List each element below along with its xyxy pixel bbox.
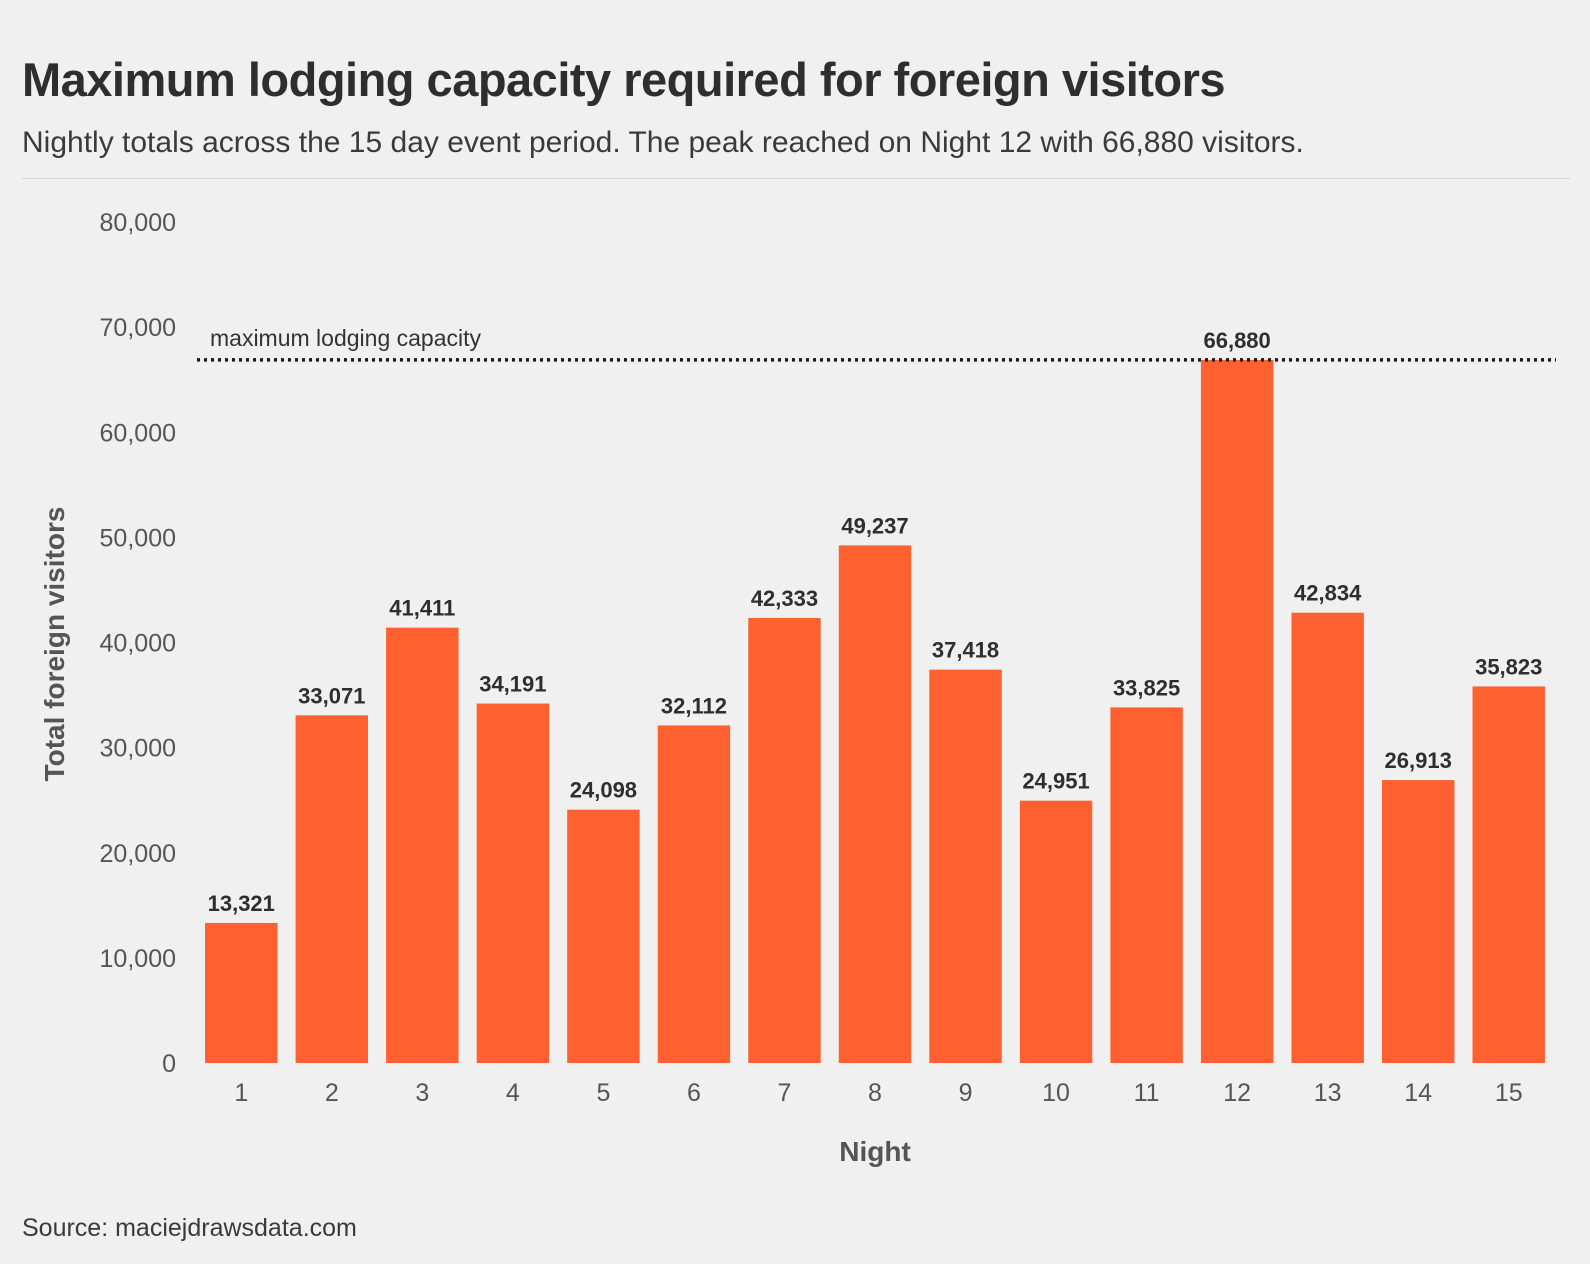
x-tick-label: 13	[1314, 1079, 1342, 1107]
chart-title: Maximum lodging capacity required for fo…	[22, 53, 1226, 106]
bar	[838, 545, 912, 1063]
bar	[1110, 707, 1183, 1063]
x-tick-label: 2	[325, 1079, 339, 1107]
bar	[657, 725, 731, 1063]
x-tick-label: 1	[234, 1079, 248, 1107]
bar	[1291, 612, 1364, 1063]
y-tick-label: 20,000	[100, 840, 176, 868]
chart-subtitle: Nightly totals across the 15 day event p…	[22, 126, 1304, 159]
y-tick-label: 50,000	[100, 524, 176, 552]
x-tick-label: 7	[778, 1079, 792, 1107]
bar-value-label: 33,071	[298, 683, 365, 708]
bar-value-label: 13,321	[208, 891, 275, 916]
bar-value-label: 24,098	[570, 778, 637, 803]
bar-value-label: 42,333	[751, 586, 818, 611]
capacity-annotation: maximum lodging capacity	[210, 325, 482, 351]
y-tick-label: 60,000	[100, 419, 176, 447]
bar	[1200, 359, 1274, 1063]
y-axis-ticks: 0 10,000 20,000 30,000 40,000 50,000 60,000 70,…	[100, 209, 176, 1078]
x-tick-label: 3	[415, 1079, 429, 1107]
bar-value-label: 24,951	[1022, 769, 1089, 794]
x-tick-label: 10	[1042, 1079, 1070, 1107]
bar	[929, 669, 1002, 1063]
bar	[205, 922, 278, 1063]
bar-value-label: 37,418	[932, 638, 999, 663]
x-tick-label: 12	[1223, 1079, 1251, 1107]
bar-value-label: 49,237	[841, 513, 908, 538]
bar	[1019, 800, 1093, 1063]
x-tick-label: 8	[868, 1079, 882, 1107]
x-tick-label: 9	[959, 1079, 973, 1107]
bar	[567, 809, 640, 1063]
y-tick-label: 40,000	[100, 630, 176, 658]
y-axis-title: Total foreign visitors	[39, 507, 70, 782]
x-tick-label: 5	[596, 1079, 610, 1107]
bars	[205, 359, 1545, 1063]
bar	[1472, 686, 1545, 1063]
y-tick-label: 0	[162, 1050, 176, 1078]
y-tick-label: 70,000	[100, 314, 176, 342]
bar-value-label: 66,880	[1203, 328, 1270, 353]
x-tick-label: 11	[1134, 1079, 1160, 1107]
source-credit: Source: maciejdrawsdata.com	[22, 1214, 357, 1242]
bar-value-label: 35,823	[1475, 654, 1542, 679]
bar-value-label: 41,411	[389, 596, 455, 621]
x-tick-label: 15	[1495, 1079, 1523, 1107]
bar-value-label: 26,913	[1385, 748, 1452, 773]
y-tick-label: 10,000	[100, 945, 176, 973]
bar-value-labels: 13,321 33,071 41,411 34,191 24,098 32,112 42,3…	[208, 328, 1543, 916]
bar	[295, 715, 369, 1063]
x-axis-title: Night	[839, 1136, 911, 1167]
y-tick-label: 80,000	[100, 209, 176, 237]
bar-value-label: 33,825	[1113, 675, 1180, 700]
bar-value-label: 42,834	[1294, 581, 1362, 606]
bar-value-label: 32,112	[661, 693, 727, 718]
header-divider	[22, 178, 1570, 179]
bar	[386, 627, 459, 1063]
bar	[476, 703, 550, 1063]
x-tick-label: 14	[1404, 1079, 1432, 1107]
x-tick-label: 4	[506, 1079, 520, 1107]
bar	[748, 617, 821, 1063]
bar-value-label: 34,191	[479, 672, 546, 697]
y-tick-label: 30,000	[100, 735, 176, 763]
bar	[1381, 780, 1455, 1063]
x-axis-ticks: 1 2 3 4 5 6 7 8 9 10 11 12 13 14 15	[234, 1079, 1522, 1107]
x-tick-label: 6	[687, 1079, 701, 1107]
